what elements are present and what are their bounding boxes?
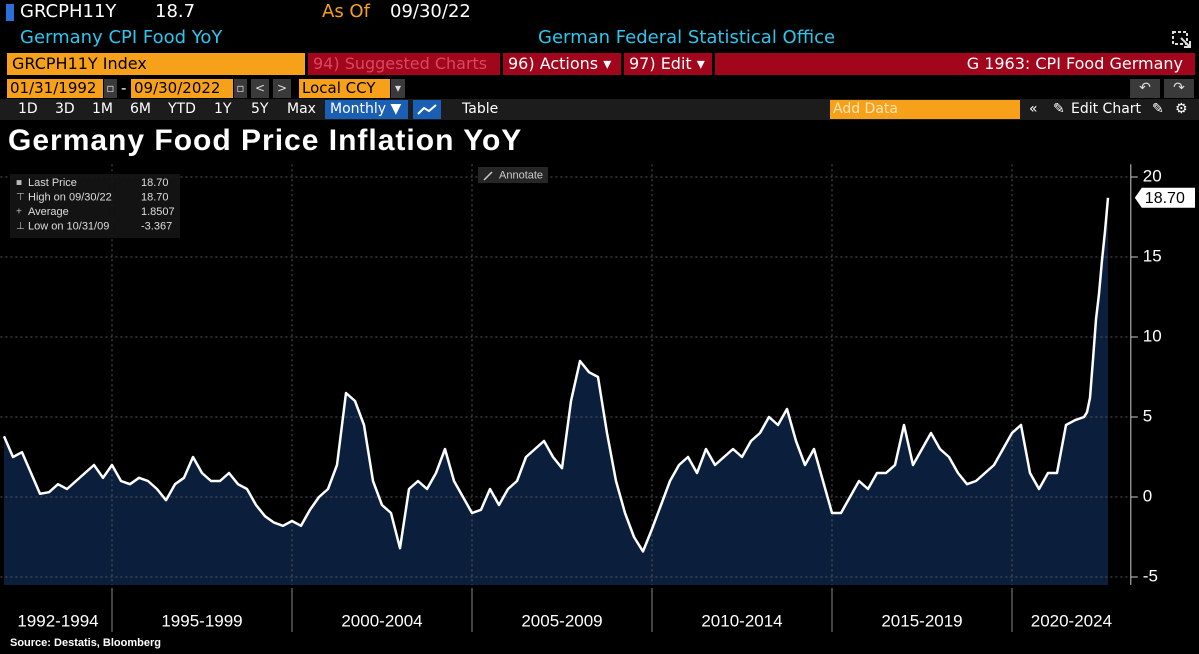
pencil-icon: ✎	[1053, 101, 1065, 117]
end-date[interactable]: 09/30/2022	[131, 79, 233, 98]
edit-menu[interactable]: 97) Edit ▾	[624, 53, 712, 75]
settings-icon[interactable]: ✎	[1152, 101, 1164, 117]
y-tick-label: 5	[1143, 406, 1152, 425]
y-tick-label: 15	[1143, 246, 1162, 265]
period-button[interactable]: 5Y	[251, 101, 269, 117]
line	[2, 197, 1110, 553]
gear-icon[interactable]: ⚙	[1175, 101, 1188, 117]
x-band-label: 2020-2024	[1031, 611, 1112, 630]
legend-icon: ⊤	[16, 192, 25, 203]
series	[4, 197, 1108, 586]
currency[interactable]: Local CCY	[299, 79, 390, 98]
collapse-button[interactable]: «	[1029, 101, 1038, 117]
edit-chart-button[interactable]: Edit Chart	[1071, 101, 1142, 117]
description: Germany CPI Food YoY	[20, 27, 223, 48]
legend-label: Average	[28, 206, 69, 218]
calendar-button[interactable]: ▫	[104, 79, 117, 98]
as-of-label: As Of	[322, 1, 370, 22]
period-button[interactable]: 1Y	[214, 101, 232, 117]
next-button[interactable]: >	[273, 79, 291, 98]
as-of-date: 09/30/22	[390, 1, 471, 22]
legend-label: Low on 10/31/09	[28, 220, 109, 232]
chart-name: G 1963: CPI Food Germany	[715, 53, 1195, 75]
x-band-label: 2015-2019	[881, 611, 962, 630]
x-band-label: 2010-2014	[701, 611, 782, 630]
period-button[interactable]: 1M	[92, 101, 113, 117]
last-price-label: 18.70	[1145, 190, 1185, 207]
currency-dropdown[interactable]: ▾	[391, 79, 405, 98]
chart-type-button[interactable]	[413, 100, 441, 119]
annotate-icon	[483, 171, 493, 181]
legend-value: -3.367	[141, 220, 172, 232]
popout-icon[interactable]	[1170, 29, 1194, 51]
period-button[interactable]: YTD	[168, 101, 196, 117]
legend-box	[10, 174, 180, 238]
legend-label: Last Price	[28, 177, 77, 189]
legend-value: 18.70	[141, 177, 169, 189]
y-tick-label: -5	[1143, 566, 1158, 585]
annotate-label: Annotate	[499, 169, 543, 181]
x-band-label: 1995-1999	[161, 611, 242, 630]
last-price-tag	[1134, 187, 1195, 208]
ticker: GRCPH11Y	[20, 1, 117, 22]
area	[4, 197, 1108, 586]
source-name: German Federal Statistical Office	[538, 27, 836, 48]
legend-icon: ■	[16, 178, 22, 189]
x-band-label: 2000-2004	[341, 611, 422, 630]
suggested-charts[interactable]: 94) Suggested Charts	[308, 53, 500, 75]
period-button[interactable]: 1D	[18, 101, 38, 117]
y-tick-label: 20	[1143, 166, 1162, 185]
table-button[interactable]: Table	[462, 101, 499, 117]
start-date[interactable]: 01/31/1992	[7, 79, 103, 98]
status-marker	[6, 4, 14, 21]
undo-button[interactable]: ↶	[1130, 79, 1160, 98]
price: 18.7	[155, 1, 196, 22]
redo-button[interactable]: ↷	[1164, 79, 1194, 98]
period-button[interactable]: 6M	[130, 101, 151, 117]
legend-value: 18.70	[141, 191, 169, 203]
calendar-button[interactable]: ▫	[234, 79, 247, 98]
x-band-label: 1992-1994	[17, 611, 98, 630]
period-button[interactable]: Max	[287, 101, 316, 117]
legend-icon: ⊥	[16, 221, 25, 232]
chart-title: Germany Food Price Inflation YoY	[8, 124, 522, 157]
security-field[interactable]: GRCPH11Y Index	[7, 53, 305, 75]
date-dash: -	[121, 79, 127, 97]
prev-button[interactable]: <	[251, 79, 269, 98]
legend-value: 1.8507	[141, 206, 175, 218]
legend-label: High on 09/30/22	[28, 191, 112, 203]
period-button[interactable]: 3D	[55, 101, 75, 117]
add-data-field[interactable]: Add Data	[830, 100, 1020, 119]
x-band-label: 2005-2009	[521, 611, 602, 630]
source: Source: Destatis, Bloomberg	[10, 637, 161, 649]
y-tick-label: 0	[1143, 486, 1152, 505]
annotate-button[interactable]	[478, 167, 548, 183]
actions-menu[interactable]: 96) Actions ▾	[503, 53, 621, 75]
frequency-button[interactable]: Monthly ▼	[325, 100, 408, 119]
y-tick-label: 10	[1143, 326, 1162, 345]
legend-icon: +	[16, 207, 22, 218]
